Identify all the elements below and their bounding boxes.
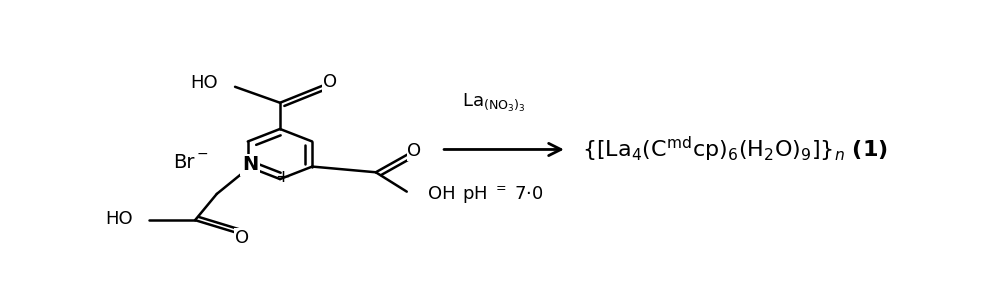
Text: −: − bbox=[197, 147, 208, 161]
Text: pH $^=$ 7$\cdot$0: pH $^=$ 7$\cdot$0 bbox=[462, 185, 544, 206]
Text: O: O bbox=[407, 142, 422, 160]
Text: La$_{(\mathregular{NO}_3)_3}$: La$_{(\mathregular{NO}_3)_3}$ bbox=[462, 92, 526, 114]
Text: N: N bbox=[242, 155, 258, 174]
Text: $\{$[La$_4$(C$^\mathregular{m}$$^\mathregular{d}$cp)$_6$(H$_2$O)$_9$]$\}_n$ $\bf: $\{$[La$_4$(C$^\mathregular{m}$$^\mathre… bbox=[582, 135, 888, 164]
Text: OH: OH bbox=[428, 185, 456, 203]
Text: HO: HO bbox=[190, 74, 218, 92]
Text: HO: HO bbox=[105, 210, 133, 228]
Text: O: O bbox=[235, 229, 249, 247]
Text: +: + bbox=[275, 168, 290, 186]
Text: Br: Br bbox=[174, 152, 195, 171]
Text: O: O bbox=[323, 73, 337, 91]
